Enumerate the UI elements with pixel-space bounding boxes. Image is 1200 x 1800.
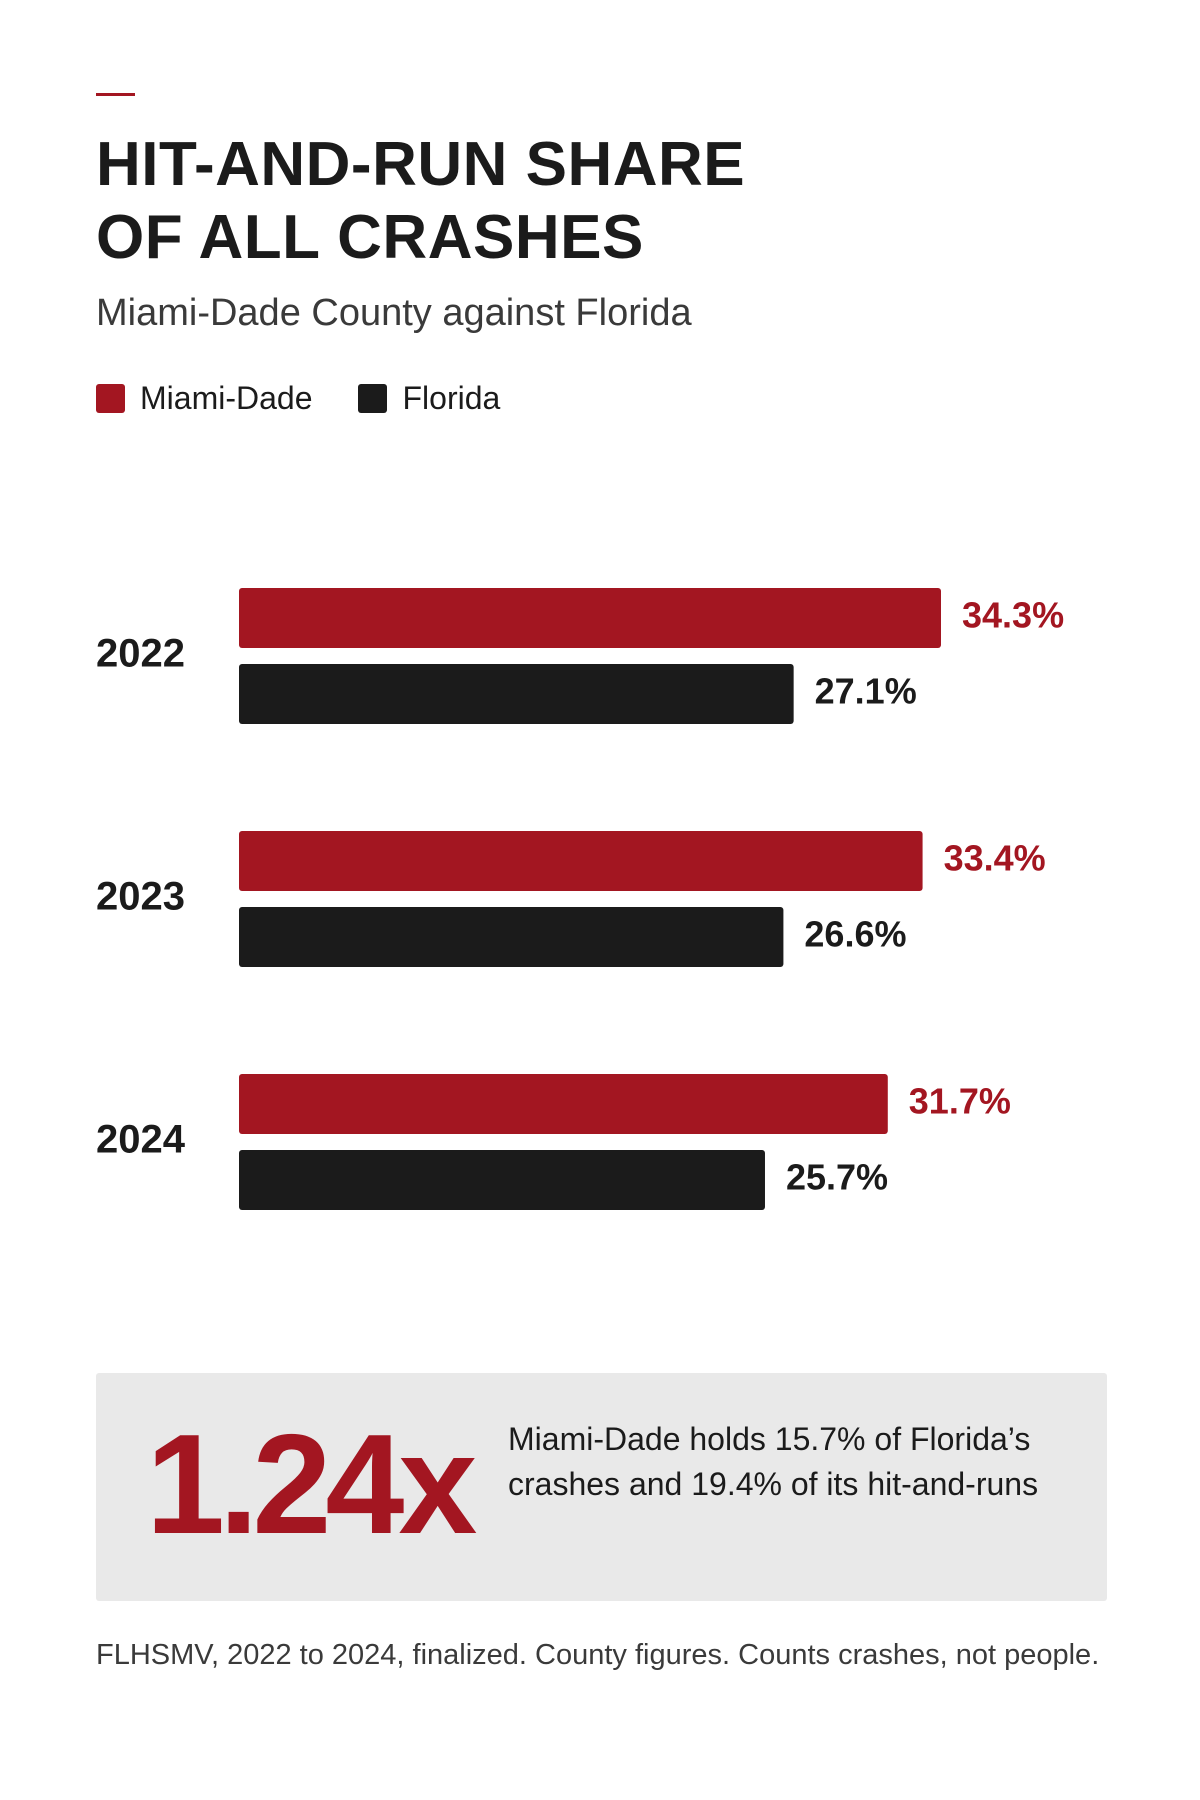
stat-callout: 1.24x Miami-Dade holds 15.7% of Florida’… [96, 1373, 1107, 1601]
source-footnote: FLHSMV, 2022 to 2024, finalized. County … [96, 1639, 1100, 1671]
bar-miami-dade-2022 [239, 588, 941, 648]
value-label-miami-dade-2024: 31.7% [909, 1081, 1011, 1122]
legend-swatch-miami-dade [96, 383, 125, 413]
bar-florida-2023 [239, 907, 784, 967]
stat-description: Miami-Dade holds 15.7% of Florida’s cras… [508, 1421, 1039, 1502]
year-label-2022: 2022 [96, 632, 185, 676]
bar-miami-dade-2024 [239, 1074, 888, 1134]
value-label-florida-2022: 27.1% [815, 671, 917, 712]
legend-label-florida: Florida [402, 380, 501, 416]
accent-rule [96, 93, 135, 96]
chart-title: HIT-AND-RUN SHARE OF ALL CRASHES [96, 128, 996, 274]
bar-florida-2024 [239, 1150, 765, 1210]
title-line-1: HIT-AND-RUN SHARE [96, 130, 746, 199]
year-label-2024: 2024 [96, 1118, 186, 1162]
legend-label-miami-dade: Miami-Dade [140, 380, 313, 416]
title-line-2: OF ALL CRASHES [96, 203, 644, 272]
value-label-florida-2024: 25.7% [786, 1157, 888, 1198]
bar-chart: 2022 34.3% 27.1% 2023 33.4% 26.6% 2024 31.7% 25.… [96, 588, 1064, 1210]
value-label-florida-2023: 26.6% [804, 914, 906, 955]
legend-item-florida: Florida [358, 378, 500, 418]
bar-miami-dade-2023 [239, 831, 923, 891]
stat-value: 1.24x [146, 1405, 477, 1564]
legend-swatch-florida [358, 383, 388, 413]
bar-florida-2022 [239, 664, 794, 724]
legend: Miami-Dade Florida [96, 378, 500, 418]
legend-item-miami-dade: Miami-Dade [96, 378, 312, 418]
value-label-miami-dade-2022: 34.3% [962, 595, 1064, 636]
chart-subtitle: Miami-Dade County against Florida [96, 292, 692, 334]
value-label-miami-dade-2023: 33.4% [944, 838, 1046, 879]
year-label-2023: 2023 [96, 875, 185, 919]
